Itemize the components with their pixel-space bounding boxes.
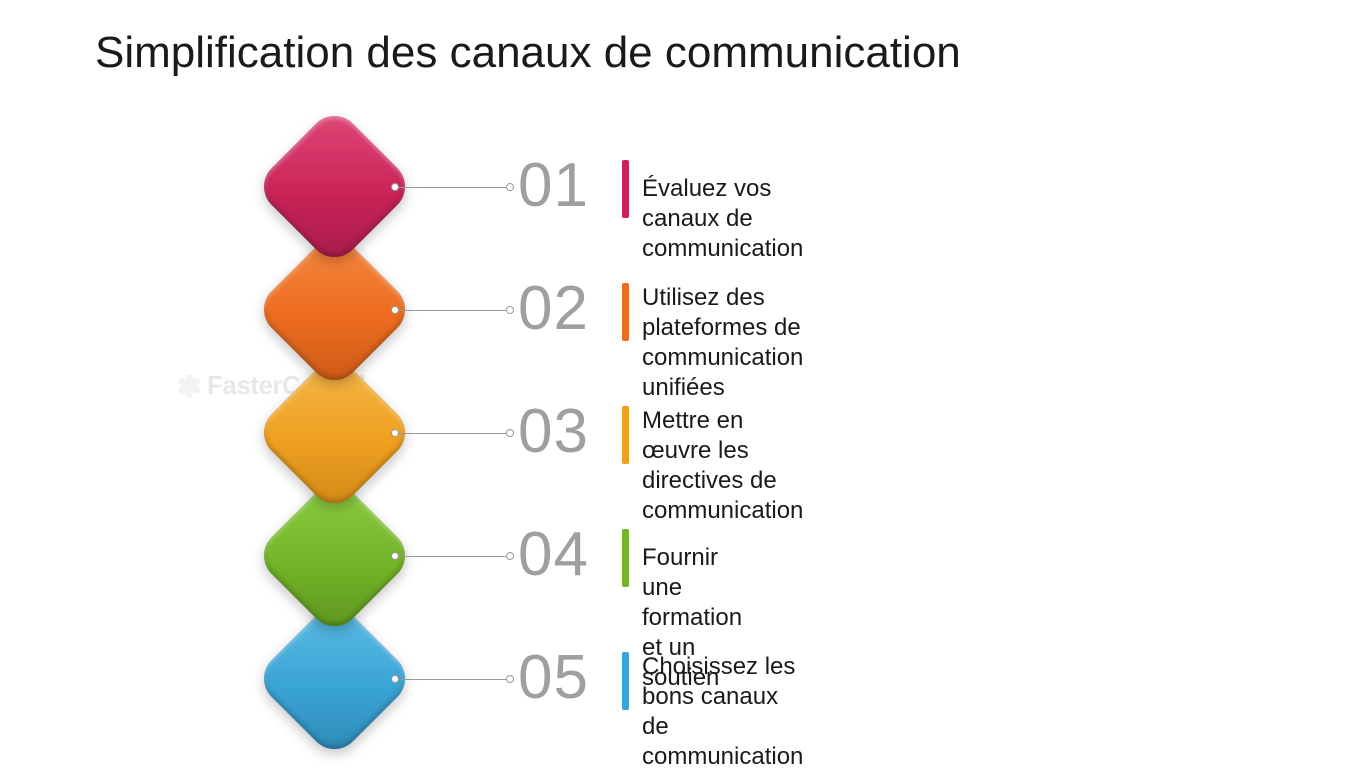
connector-dot: [506, 306, 514, 314]
accent-bar: [622, 529, 629, 587]
connector-dot: [391, 552, 399, 560]
connector-line: [399, 310, 506, 311]
connector-dot: [391, 183, 399, 191]
step-number: 01: [518, 150, 589, 221]
connector-dot: [506, 552, 514, 560]
connector-dot: [506, 429, 514, 437]
connector-dot: [391, 306, 399, 314]
step-label: Mettre en œuvre les directives de commun…: [642, 406, 803, 526]
step-number: 04: [518, 519, 589, 590]
step-number: 05: [518, 642, 589, 713]
connector-line: [399, 433, 506, 434]
step-number: 02: [518, 273, 589, 344]
connector-dot: [391, 675, 399, 683]
connector-line: [399, 679, 506, 680]
connector-dot: [506, 675, 514, 683]
step-label: Utilisez des plateformes de communicatio…: [642, 283, 803, 403]
gear-icon: [175, 372, 203, 400]
step-label: Choisissez les bons canaux de communicat…: [642, 652, 803, 772]
accent-bar: [622, 283, 629, 341]
connector-line: [399, 556, 506, 557]
step-number: 03: [518, 396, 589, 467]
connector-dot: [506, 183, 514, 191]
accent-bar: [622, 406, 629, 464]
step-label: Évaluez vos canaux de communication: [642, 174, 803, 264]
connector-line: [399, 187, 506, 188]
connector-dot: [391, 429, 399, 437]
accent-bar: [622, 652, 629, 710]
accent-bar: [622, 160, 629, 218]
page-title: Simplification des canaux de communicati…: [95, 28, 961, 78]
